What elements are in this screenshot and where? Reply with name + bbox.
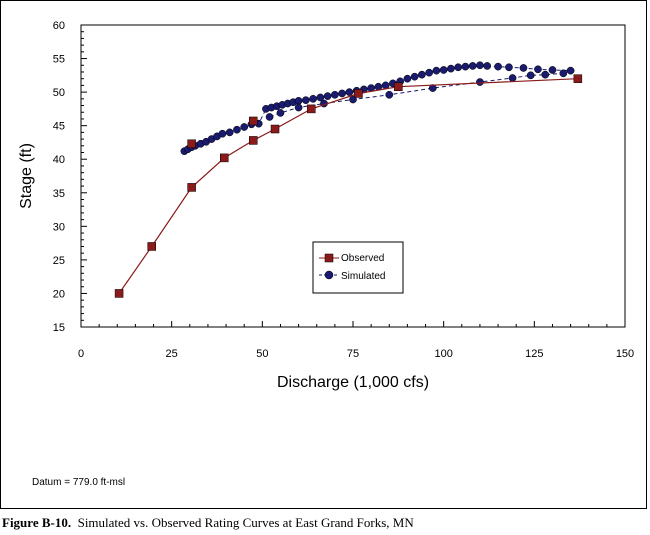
simulated-point	[461, 62, 470, 71]
simulated-point	[566, 66, 575, 75]
simulated-point	[418, 70, 426, 79]
observed-point	[114, 289, 124, 298]
datum-note: Datum = 779.0 ft-msl	[32, 477, 126, 488]
simulated-point	[385, 90, 394, 99]
simulated-point	[323, 92, 332, 100]
simulated-point	[432, 66, 441, 75]
y-axis-title: Stage (ft)	[18, 143, 35, 209]
observed-point	[354, 89, 363, 98]
x-tick-label: 25	[166, 348, 178, 360]
simulated-point	[541, 70, 550, 79]
simulated-point	[294, 96, 303, 105]
observed-point	[220, 153, 229, 163]
simulated-point	[548, 66, 557, 74]
y-tick-label: 50	[53, 87, 65, 99]
observed-point	[187, 183, 196, 192]
simulated-point	[294, 103, 303, 112]
simulated-point	[447, 64, 455, 73]
legend-observed-marker	[324, 253, 334, 263]
y-tick-label: 40	[53, 154, 65, 166]
simulated-point	[345, 88, 354, 96]
legend-simulated-label: Simulated	[341, 271, 385, 282]
observed-series-line	[118, 78, 578, 294]
observed-point	[187, 139, 196, 149]
simulated-point	[410, 72, 419, 81]
observed-point	[270, 124, 280, 134]
legend: Observed Simulated	[312, 241, 404, 294]
simulated-point	[233, 125, 241, 134]
observed-point	[249, 136, 258, 145]
simulated-point	[468, 62, 477, 70]
rating-curve-chart: 0 25 50 75 100 125 150 15 20 25 30 35 40 45 50 55 60 Dis…	[18, 20, 634, 391]
simulated-point	[240, 123, 249, 131]
simulated-point	[338, 89, 346, 98]
simulated-point	[425, 68, 434, 77]
x-tick-label: 150	[616, 348, 634, 360]
simulated-point	[302, 96, 310, 105]
legend-observed-label: Observed	[341, 253, 384, 264]
x-tick-label: 100	[434, 348, 452, 360]
simulated-point	[331, 90, 339, 99]
simulated-point	[225, 128, 234, 137]
simulated-point	[428, 84, 437, 92]
observed-point	[249, 116, 258, 126]
series-layer	[114, 61, 583, 298]
simulated-point	[483, 62, 492, 70]
simulated-point	[265, 113, 274, 121]
y-tick-label: 25	[53, 255, 65, 267]
simulated-point	[508, 74, 517, 82]
legend-simulated-marker	[324, 270, 334, 280]
x-axis-title: Discharge (1,000 cfs)	[277, 374, 429, 391]
figure-caption-text: Simulated vs. Observed Rating Curves at …	[77, 515, 414, 530]
y-tick-label: 15	[53, 322, 65, 334]
simulated-point	[316, 93, 325, 102]
simulated-point	[454, 63, 463, 72]
y-tick-label: 20	[53, 288, 65, 300]
x-tick-label: 75	[347, 348, 359, 360]
simulated-point	[276, 109, 285, 117]
simulated-point	[218, 129, 227, 138]
y-tick-label: 35	[53, 188, 65, 200]
x-tick-label: 125	[525, 348, 543, 360]
simulated-point	[476, 61, 484, 70]
x-tick-label: 0	[78, 348, 84, 360]
simulated-point	[534, 65, 542, 74]
axis-ticks: 0 25 50 75 100 125 150 15 20 25 30 35 40 45 50 55 60	[53, 20, 634, 360]
simulated-point	[494, 62, 502, 71]
simulated-point	[526, 71, 535, 80]
observed-point	[394, 82, 403, 91]
legend-box	[312, 241, 404, 294]
simulated-point	[403, 74, 412, 83]
y-tick-label: 60	[53, 20, 65, 32]
x-tick-label: 50	[256, 348, 268, 360]
y-tick-label: 55	[53, 54, 65, 66]
observed-point	[147, 242, 156, 251]
figure-label: Figure B-10.	[2, 515, 72, 530]
simulated-point	[309, 94, 317, 103]
y-tick-label: 45	[53, 121, 65, 133]
observed-point	[307, 104, 316, 114]
simulated-point	[439, 66, 448, 74]
figure-caption: Figure B-10. Simulated vs. Observed Rati…	[2, 515, 414, 531]
simulated-point	[476, 78, 484, 86]
observed-point	[573, 74, 583, 83]
simulated-point	[505, 63, 513, 72]
simulated-point	[519, 64, 528, 72]
y-tick-label: 30	[53, 221, 65, 233]
simulated-point	[559, 69, 568, 78]
figure-frame: 0 25 50 75 100 125 150 15 20 25 30 35 40 45 50 55 60 Dis…	[0, 0, 647, 509]
